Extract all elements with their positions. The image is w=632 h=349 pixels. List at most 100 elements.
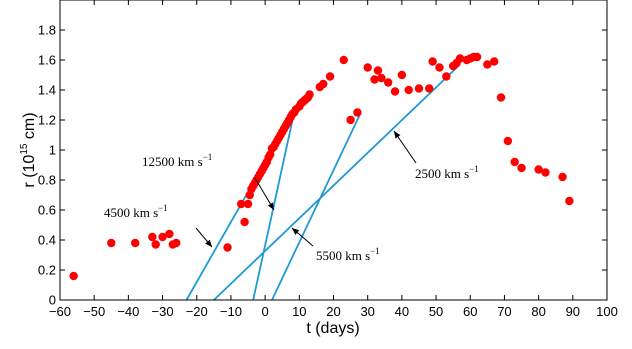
y-tick-label: 1.2 — [38, 113, 56, 128]
annotation-exponent: −1 — [469, 164, 479, 174]
data-point — [69, 271, 78, 281]
x-axis-label: t (days) — [306, 320, 359, 337]
data-point — [370, 75, 379, 84]
x-tick-label: −10 — [220, 304, 242, 319]
x-tick-label: −60 — [49, 304, 71, 319]
data-point — [472, 52, 482, 62]
x-tick-label: −40 — [117, 304, 139, 319]
y-axis-label: r (1015 cm) — [19, 112, 38, 187]
annotation-exponent: −1 — [203, 152, 213, 162]
data-point — [363, 63, 372, 72]
data-point — [425, 84, 434, 93]
data-point — [503, 136, 513, 146]
y-tick-label: 1 — [49, 143, 56, 158]
data-point — [510, 157, 519, 167]
data-point — [236, 199, 246, 209]
data-point — [165, 229, 174, 239]
x-tick-label: 60 — [463, 304, 477, 319]
data-point — [483, 60, 492, 69]
annotation-arrow-head — [267, 202, 274, 210]
plot-background — [60, 0, 607, 300]
data-point — [414, 84, 424, 93]
x-tick-label: 10 — [292, 304, 306, 319]
data-point — [435, 63, 444, 72]
annotation-exponent: −1 — [158, 203, 168, 213]
annotation-label: 4500 km s−1 — [104, 203, 168, 220]
annotation-text: 5500 km s — [316, 248, 370, 263]
data-point — [172, 238, 181, 248]
y-tick-label: 1.8 — [38, 23, 56, 38]
x-tick-label: 20 — [326, 304, 340, 319]
fit-line-1 — [252, 112, 296, 301]
y-tick-label: 1.4 — [38, 83, 56, 98]
data-point — [565, 196, 574, 206]
x-tick-label: 70 — [497, 304, 511, 319]
data-point — [534, 165, 543, 174]
annotation-arrows — [195, 130, 417, 248]
x-tick-label: −20 — [186, 304, 208, 319]
y-tick-label: 0.2 — [38, 263, 56, 278]
data-point — [428, 57, 437, 66]
x-tick-label: 40 — [395, 304, 409, 319]
y-axis-label-unit: cm) — [21, 112, 38, 143]
data-point — [243, 199, 253, 209]
data-point — [151, 240, 160, 249]
x-tick-label: 0 — [262, 304, 269, 319]
x-tick-label: 50 — [429, 304, 443, 319]
data-point — [404, 85, 413, 95]
annotation-arrow-head — [292, 228, 300, 235]
x-tick-label: −50 — [83, 304, 105, 319]
data-point — [397, 70, 407, 80]
data-point — [325, 72, 335, 81]
data-point — [353, 108, 362, 117]
data-point — [223, 243, 232, 252]
data-point — [541, 168, 550, 177]
annotation-arrow-head — [205, 239, 212, 247]
y-axis-label-exponent: 15 — [19, 143, 30, 155]
x-tick-label: 90 — [566, 304, 580, 319]
annotation-label: 2500 km s−1 — [415, 164, 479, 181]
data-point — [305, 90, 314, 99]
annotation-label: 5500 km s−1 — [316, 246, 380, 263]
data-point — [390, 87, 400, 96]
data-point — [489, 57, 499, 66]
data-point — [339, 55, 348, 65]
data-point — [240, 217, 249, 227]
y-tick-label: 0.6 — [38, 203, 56, 218]
x-axis-ticks: −60 −50 −40 −30 −20 −10 0 10 20 30 40 50 60 70 80 90 100 — [49, 0, 618, 319]
annotation-arrow-head — [394, 131, 401, 139]
data-point — [517, 163, 526, 173]
data-point — [558, 172, 567, 182]
data-point — [373, 66, 383, 75]
data-point — [107, 238, 116, 248]
data-point — [496, 93, 506, 102]
data-point — [442, 72, 451, 81]
annotation-label: 12500 km s−1 — [142, 152, 212, 169]
y-tick-label: 1.6 — [38, 53, 56, 68]
x-tick-label: −30 — [152, 304, 174, 319]
annotation-text: 4500 km s — [104, 205, 158, 220]
fit-line-3 — [213, 63, 461, 301]
data-point — [148, 232, 157, 242]
data-point — [346, 115, 355, 125]
x-tick-label: 100 — [596, 304, 618, 319]
y-axis-ticks: 0 0.2 0.4 0.6 0.8 1 1.2 1.4 1.6 1.8 — [38, 23, 607, 308]
annotation-text: 12500 km s — [142, 154, 203, 169]
annotation-text: 2500 km s — [415, 166, 469, 181]
data-point — [319, 79, 328, 89]
annotation-exponent: −1 — [370, 246, 380, 256]
data-points — [69, 52, 574, 281]
y-tick-label: 0.4 — [38, 233, 56, 248]
y-tick-label: 0.8 — [38, 173, 56, 188]
x-tick-label: 80 — [531, 304, 545, 319]
fit-line-2 — [271, 112, 362, 301]
x-tick-label: 30 — [360, 304, 374, 319]
data-point — [377, 73, 386, 83]
data-point — [384, 78, 393, 87]
data-point — [455, 54, 465, 63]
y-tick-label: 0 — [49, 293, 56, 308]
y-axis-label-main: r (10 — [21, 155, 38, 188]
data-point — [158, 232, 167, 242]
